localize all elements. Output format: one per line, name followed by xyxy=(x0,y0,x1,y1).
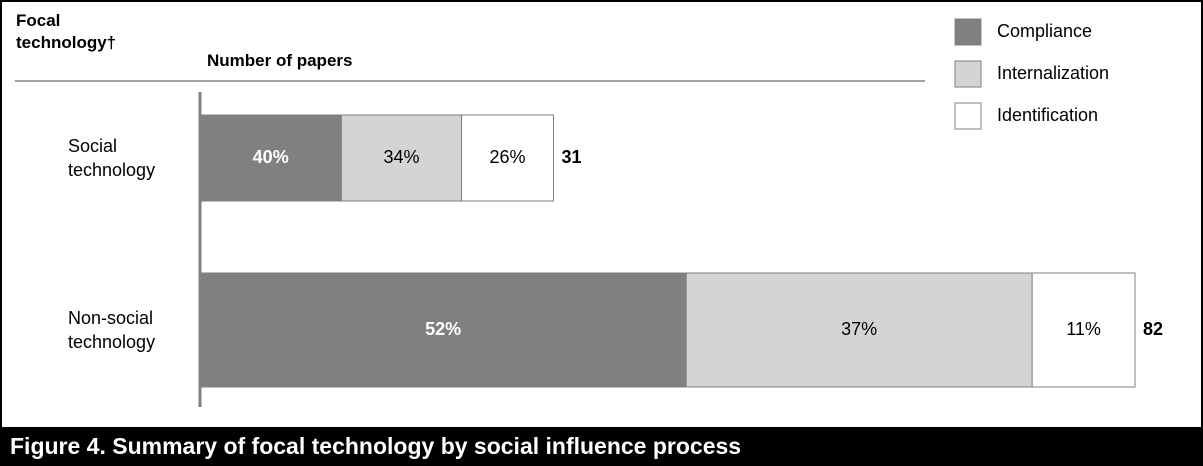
legend-swatch xyxy=(954,60,982,88)
value-label: 26% xyxy=(490,147,526,167)
legend-label: Compliance xyxy=(997,21,1092,41)
value-header: Number of papers xyxy=(207,51,353,70)
value-label: 34% xyxy=(383,147,419,167)
value-label: 11% xyxy=(1066,319,1101,339)
total-label: 31 xyxy=(561,147,581,167)
bar-segment xyxy=(1031,272,1136,388)
chart-title: Figure 4. Summary of focal technology by… xyxy=(0,427,1203,466)
value-label: 40% xyxy=(253,147,289,167)
legend-label: Internalization xyxy=(997,63,1109,83)
value-label: 37% xyxy=(841,319,877,339)
legend-swatch xyxy=(954,102,982,130)
legend-swatch xyxy=(954,18,982,46)
category-label: Social technology xyxy=(68,136,156,180)
bar-segment xyxy=(685,272,1033,388)
value-label: 52% xyxy=(425,319,461,339)
category-header: Focal technology† xyxy=(16,11,117,52)
category-label: Non-social technology xyxy=(68,308,156,352)
total-label: 82 xyxy=(1143,319,1163,339)
bar-segment xyxy=(340,114,463,202)
bar-segment xyxy=(199,114,342,202)
bar-segment xyxy=(461,114,554,202)
legend-label: Identification xyxy=(997,105,1098,125)
